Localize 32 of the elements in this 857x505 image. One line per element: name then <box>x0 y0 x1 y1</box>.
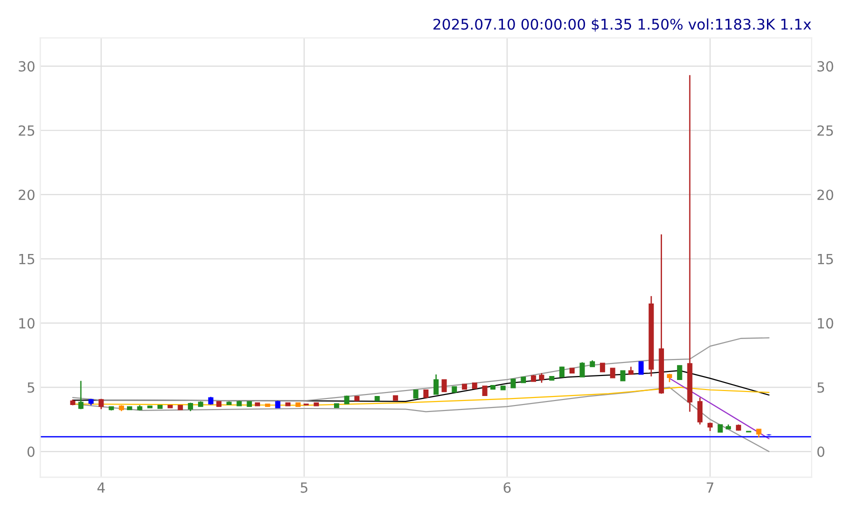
candlestick <box>677 365 682 380</box>
chart-title: 2025.07.10 00:00:00 $1.35 1.50% vol:1183.3K 1.1x <box>433 18 812 32</box>
candlestick <box>482 386 488 396</box>
y-tick-label: 0 <box>27 446 34 458</box>
x-tick-label: 6 <box>504 482 511 493</box>
candlestick <box>687 74 692 412</box>
y-tick-label: 25 <box>18 125 34 136</box>
y-tick-label: 5 <box>28 382 34 393</box>
y-tick-label: 15 <box>19 254 34 264</box>
candlestick <box>433 374 439 395</box>
y2-tick-label: 30 <box>818 61 834 72</box>
candlestick <box>620 370 626 382</box>
y2-tick-label: 0 <box>817 446 824 458</box>
y2-tick-label: 15 <box>818 254 833 264</box>
y-tick-label: 20 <box>18 190 34 200</box>
x-tick-label: 5 <box>300 482 308 493</box>
candlestick <box>559 366 565 378</box>
y2-tick-label: 20 <box>817 190 834 200</box>
y-tick-label: 10 <box>19 318 34 329</box>
candlestick <box>539 372 544 384</box>
candlestick <box>78 380 84 410</box>
candlestick <box>610 368 616 379</box>
candlestick <box>442 379 447 392</box>
candlestick <box>580 362 585 378</box>
candlestick <box>638 360 644 376</box>
candlestick <box>697 396 703 426</box>
x-tick-label: 7 <box>706 482 714 493</box>
y2-tick-label: 10 <box>818 318 834 329</box>
y2-tick-label: 25 <box>817 125 833 136</box>
y2-tick-label: 5 <box>818 382 824 393</box>
y-tick-label: 30 <box>18 61 34 72</box>
x-tick-label: 4 <box>97 482 105 493</box>
